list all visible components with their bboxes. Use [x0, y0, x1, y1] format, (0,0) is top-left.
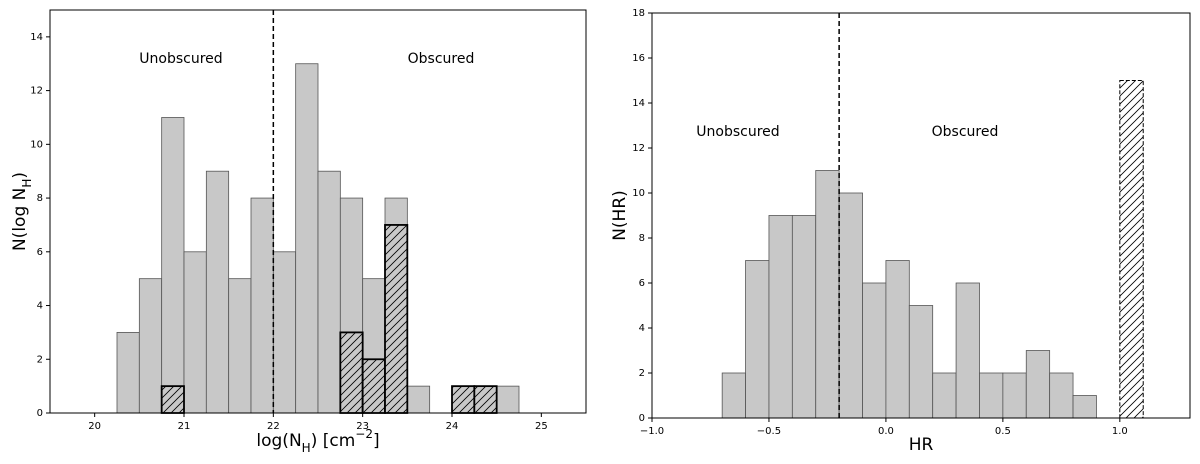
- histogram-bar: [791, 215, 817, 419]
- y-tick-label: 2: [37, 354, 43, 365]
- x-axis-label-part: ]: [373, 431, 380, 451]
- histogram-bar: [1002, 372, 1027, 419]
- x-tick-label: 20: [88, 421, 101, 432]
- x-tick-label: 22: [267, 421, 280, 432]
- y-axis-label-part: N(log N: [10, 188, 30, 251]
- histogram-bar: [183, 251, 207, 414]
- y-tick-label: 6: [639, 278, 645, 289]
- y-tick-label: 2: [639, 368, 645, 379]
- x-axis-label-part: −2: [355, 427, 373, 441]
- y-tick-label: 6: [37, 247, 43, 258]
- annotation: Unobscured: [139, 51, 222, 67]
- histogram-bar: [406, 385, 431, 414]
- histogram-bar: [768, 215, 793, 419]
- hatch-overlay: [385, 224, 408, 413]
- histogram-bar: [250, 197, 274, 414]
- histogram-bar: [745, 260, 770, 419]
- y-tick-label: 8: [37, 193, 43, 204]
- y-tick-label: 4: [37, 301, 43, 312]
- histogram-bar: [838, 192, 863, 419]
- histogram-bar: [721, 372, 746, 419]
- histogram-bar: [205, 170, 230, 414]
- histogram-bar: [1072, 395, 1097, 419]
- histogram-bar: [1049, 372, 1074, 419]
- annotation: Obscured: [932, 124, 999, 140]
- x-axis-label-part: H: [302, 441, 311, 455]
- y-axis-label: N(log NH): [10, 172, 34, 251]
- y-tick-label: 16: [632, 53, 645, 64]
- x-tick-label: 23: [356, 421, 369, 432]
- histogram-bar: [932, 372, 957, 419]
- y-tick-label: 0: [639, 413, 645, 424]
- y-tick-label: 0: [37, 408, 43, 419]
- histogram-bar: [317, 170, 341, 414]
- histogram-bar: [1025, 350, 1051, 419]
- x-axis-label-part: HR: [909, 435, 934, 455]
- annotation: Unobscured: [696, 124, 779, 140]
- histogram-bar: [272, 251, 297, 414]
- y-tick-label: 10: [632, 188, 645, 199]
- y-axis-label: N(HR): [610, 190, 630, 241]
- x-tick-label: 25: [535, 421, 548, 432]
- histogram-bar: [908, 305, 934, 419]
- x-tick-label: 21: [178, 421, 191, 432]
- histogram-bar: [295, 63, 319, 414]
- y-axis-label-part: N(HR): [610, 190, 630, 241]
- hatch-overlay: [474, 386, 497, 413]
- histogram-bar: [228, 278, 252, 414]
- y-axis-label-part: ): [10, 172, 30, 179]
- histogram-bar: [496, 385, 520, 414]
- plot-frame: [49, 9, 587, 414]
- x-axis-label-part: ) [cm: [311, 431, 356, 451]
- plot-frame: [651, 12, 1191, 419]
- y-tick-label: 10: [30, 139, 43, 150]
- x-tick-label: 24: [446, 421, 459, 432]
- histogram-bar: [138, 278, 163, 414]
- y-axis-label-part: H: [20, 179, 34, 188]
- annotation: Obscured: [408, 51, 475, 67]
- hatch-overlay: [1119, 80, 1144, 418]
- hatch-overlay: [362, 359, 385, 413]
- histogram-bar: [161, 117, 185, 414]
- x-axis-label: log(NH) [cm−2]: [256, 427, 379, 455]
- x-tick-label: 1.0: [1112, 426, 1128, 437]
- hatch-overlay: [340, 332, 363, 413]
- histogram-bar: [979, 372, 1004, 419]
- y-tick-label: 12: [632, 143, 645, 154]
- hatch-overlay: [452, 386, 475, 413]
- y-tick-label: 12: [30, 86, 43, 97]
- y-tick-label: 14: [632, 98, 645, 109]
- x-axis-label-part: log(N: [256, 431, 301, 451]
- y-tick-label: 8: [639, 233, 645, 244]
- histogram-bar: [815, 170, 840, 419]
- x-tick-label: −0.5: [757, 426, 781, 437]
- histogram-bar: [955, 282, 980, 419]
- y-tick-label: 4: [639, 323, 645, 334]
- y-tick-label: 18: [632, 8, 645, 19]
- x-tick-label: 0.5: [995, 426, 1011, 437]
- histogram-bar: [885, 260, 910, 419]
- y-tick-label: 14: [30, 32, 43, 43]
- x-axis-label: HR: [909, 435, 934, 455]
- x-tick-label: 0.0: [878, 426, 894, 437]
- histogram-bar: [116, 331, 140, 414]
- x-tick-label: −1.0: [640, 426, 664, 437]
- hatch-overlay: [161, 386, 184, 413]
- histogram-bar: [862, 282, 887, 419]
